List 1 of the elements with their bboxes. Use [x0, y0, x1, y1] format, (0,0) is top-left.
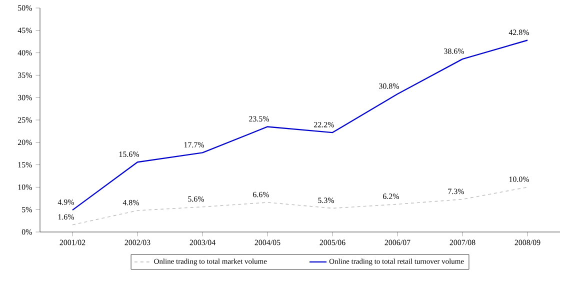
line-series — [72, 186, 528, 226]
